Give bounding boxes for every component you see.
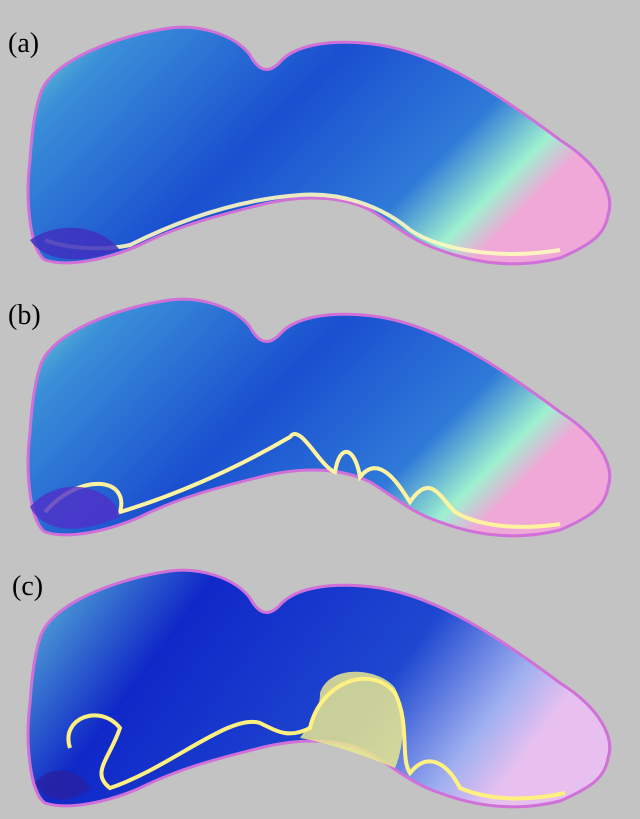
figure: (a) (b) (c) [0, 0, 640, 819]
panel-c: (c) [12, 570, 610, 807]
panel-label: (a) [8, 28, 39, 59]
panel-label: (b) [8, 300, 41, 331]
panel-label: (c) [12, 571, 43, 602]
panel-a: (a) [8, 27, 610, 264]
panel-b: (b) [8, 299, 610, 536]
